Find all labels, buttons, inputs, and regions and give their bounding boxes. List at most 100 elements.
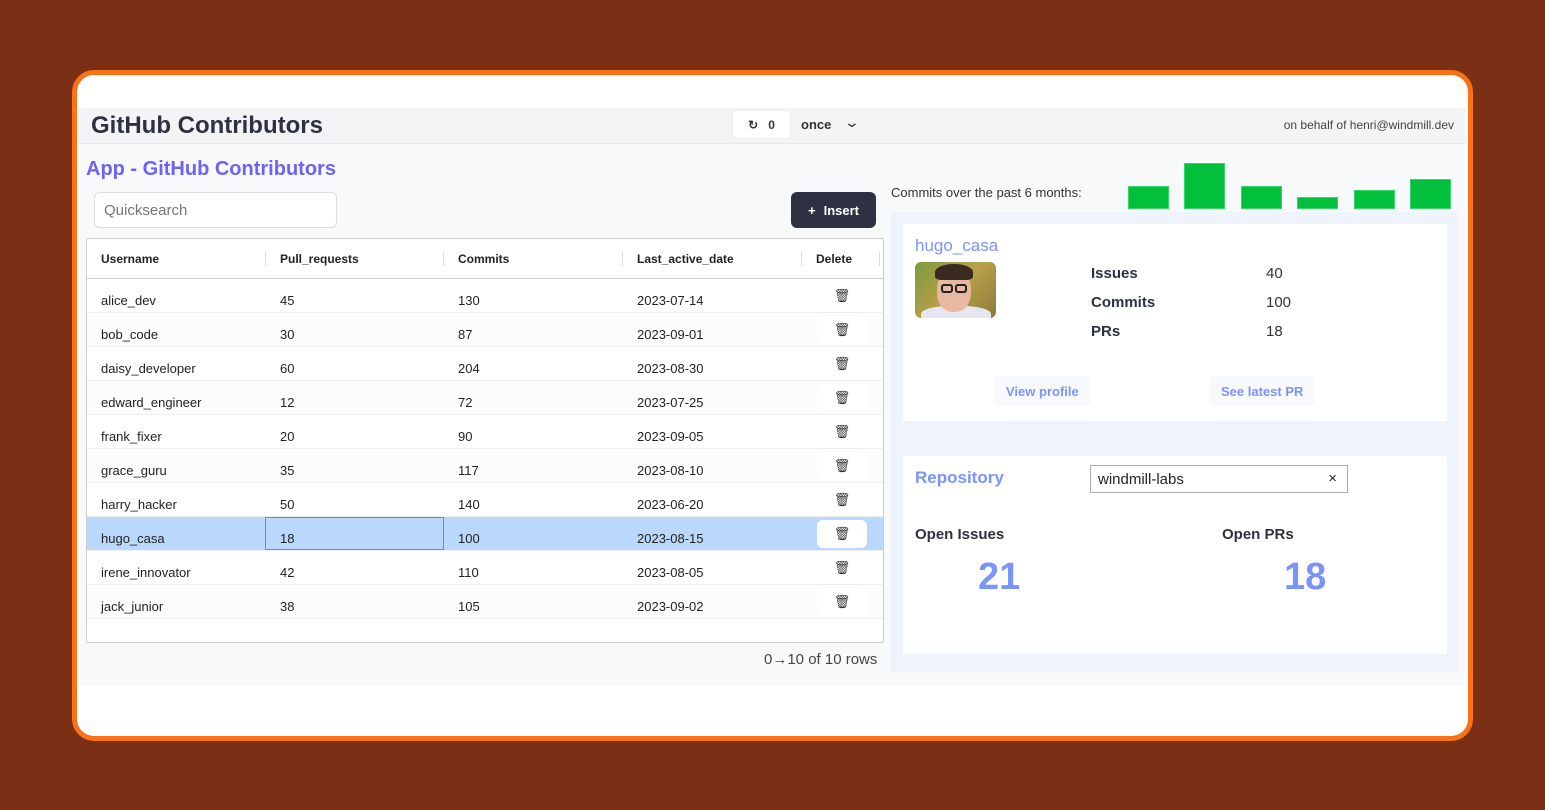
open-prs-label: Open PRs <box>1222 526 1294 543</box>
trash-icon: 🗑 <box>833 390 851 405</box>
table-row[interactable]: irene_innovator 42 110 2023-08-05 🗑 <box>87 551 883 585</box>
table-row[interactable]: frank_fixer 20 90 2023-09-05 🗑 <box>87 415 883 449</box>
delete-button[interactable]: 🗑 <box>817 418 867 446</box>
pagination-info: 0→10 of 10 rows <box>764 651 878 668</box>
table-header: Username Pull_requests Commits Last_active_… <box>87 239 883 279</box>
refresh-icon: ↻ <box>748 117 759 132</box>
insert-button[interactable]: + Insert <box>791 192 876 228</box>
commits-bar <box>1184 163 1226 209</box>
trash-icon: 🗑 <box>833 492 851 507</box>
cell-last_active_date[interactable]: 2023-09-02 <box>637 599 704 614</box>
cell-username[interactable]: daisy_developer <box>101 361 196 376</box>
cell-pull_requests[interactable]: 18 <box>280 531 295 546</box>
delete-button[interactable]: 🗑 <box>817 588 867 616</box>
cell-username[interactable]: irene_innovator <box>101 565 191 580</box>
column-header-username[interactable]: Username <box>101 252 160 266</box>
cell-last_active_date[interactable]: 2023-07-25 <box>637 395 704 410</box>
cell-pull_requests[interactable]: 42 <box>280 565 295 580</box>
delete-button[interactable]: 🗑 <box>817 384 867 412</box>
cell-commits[interactable]: 204 <box>458 361 480 376</box>
cell-last_active_date[interactable]: 2023-06-20 <box>637 497 704 512</box>
avatar <box>915 262 996 318</box>
view-profile-button[interactable]: View profile <box>994 376 1091 406</box>
cell-commits[interactable]: 72 <box>458 395 473 410</box>
insert-label: Insert <box>823 202 859 218</box>
plus-icon: + <box>808 202 816 218</box>
cell-pull_requests[interactable]: 38 <box>280 599 295 614</box>
cell-commits[interactable]: 100 <box>458 531 480 546</box>
delete-button[interactable]: 🗑 <box>817 554 867 582</box>
column-header-pull_requests[interactable]: Pull_requests <box>280 252 359 266</box>
cell-commits[interactable]: 117 <box>458 463 479 478</box>
column-separator[interactable] <box>265 252 266 266</box>
column-header-delete[interactable]: Delete <box>816 252 853 266</box>
cell-pull_requests[interactable]: 50 <box>280 497 295 512</box>
user-card: hugo_casa Issues 40 Commits 100 PRs 18 V… <box>903 224 1447 421</box>
cell-last_active_date[interactable]: 2023-09-05 <box>637 429 704 444</box>
cell-commits[interactable]: 105 <box>458 599 480 614</box>
delete-button[interactable]: 🗑 <box>817 486 867 514</box>
delete-button[interactable]: 🗑 <box>817 350 867 378</box>
repository-input[interactable]: windmill-labs × <box>1090 465 1348 493</box>
trash-icon: 🗑 <box>833 458 851 473</box>
table-row[interactable]: jack_junior 38 105 2023-09-02 🗑 <box>87 585 883 619</box>
page-title: App - GitHub Contributors <box>86 158 336 180</box>
delete-button[interactable]: 🗑 <box>817 520 867 548</box>
table-row[interactable]: edward_engineer 12 72 2023-07-25 🗑 <box>87 381 883 415</box>
table-row[interactable]: grace_guru 35 117 2023-08-10 🗑 <box>87 449 883 483</box>
cell-username[interactable]: jack_junior <box>101 599 164 614</box>
cell-commits[interactable]: 110 <box>458 565 479 580</box>
column-separator[interactable] <box>879 252 880 266</box>
cell-username[interactable]: bob_code <box>101 327 159 342</box>
cell-last_active_date[interactable]: 2023-08-10 <box>637 463 704 478</box>
table-row[interactable]: daisy_developer 60 204 2023-08-30 🗑 <box>87 347 883 381</box>
cell-commits[interactable]: 130 <box>458 293 480 308</box>
cell-commits[interactable]: 140 <box>458 497 480 512</box>
trash-icon: 🗑 <box>833 288 851 303</box>
cell-pull_requests[interactable]: 60 <box>280 361 295 376</box>
cell-last_active_date[interactable]: 2023-08-05 <box>637 565 704 580</box>
commits-bar <box>1128 186 1169 209</box>
cell-username[interactable]: grace_guru <box>101 463 167 478</box>
delete-button[interactable]: 🗑 <box>817 452 867 480</box>
repository-label: Repository <box>915 468 1004 487</box>
refresh-mode-select[interactable]: once <box>801 117 832 132</box>
table-row[interactable]: hugo_casa 18 100 2023-08-15 🗑 <box>87 517 883 551</box>
clear-icon[interactable]: × <box>1328 470 1337 487</box>
cell-commits[interactable]: 90 <box>458 429 473 444</box>
cell-pull_requests[interactable]: 30 <box>280 327 295 342</box>
cell-pull_requests[interactable]: 20 <box>280 429 295 444</box>
cell-username[interactable]: frank_fixer <box>101 429 162 444</box>
open-issues-label: Open Issues <box>915 526 1005 543</box>
cell-pull_requests[interactable]: 45 <box>280 293 295 308</box>
search-input[interactable] <box>94 192 337 228</box>
cell-pull_requests[interactable]: 12 <box>280 395 295 410</box>
cell-username[interactable]: hugo_casa <box>101 531 165 546</box>
right-panel: hugo_casa Issues 40 Commits 100 PRs 18 V… <box>891 212 1458 672</box>
table-row[interactable]: bob_code 30 87 2023-09-01 🗑 <box>87 313 883 347</box>
cell-last_active_date[interactable]: 2023-08-15 <box>637 531 704 546</box>
refresh-button[interactable]: ↻ 0 <box>732 110 791 139</box>
column-separator[interactable] <box>443 252 444 266</box>
table-row[interactable]: harry_hacker 50 140 2023-06-20 🗑 <box>87 483 883 517</box>
cell-last_active_date[interactable]: 2023-09-01 <box>637 327 704 342</box>
cell-last_active_date[interactable]: 2023-08-30 <box>637 361 704 376</box>
column-header-commits[interactable]: Commits <box>458 252 510 266</box>
cell-last_active_date[interactable]: 2023-07-14 <box>637 293 704 308</box>
delete-button[interactable]: 🗑 <box>817 316 867 344</box>
cell-username[interactable]: alice_dev <box>101 293 156 308</box>
chevron-down-icon[interactable]: ⌄ <box>843 114 861 130</box>
cell-username[interactable]: harry_hacker <box>101 497 177 512</box>
column-header-last_active_date[interactable]: Last_active_date <box>637 252 734 266</box>
column-separator[interactable] <box>622 252 623 266</box>
see-latest-pr-button[interactable]: See latest PR <box>1209 376 1316 406</box>
selected-cell[interactable] <box>265 517 444 550</box>
cell-pull_requests[interactable]: 35 <box>280 463 295 478</box>
repo-card: Repository windmill-labs × Open Issues 21… <box>903 456 1447 654</box>
prs-value: 18 <box>1266 323 1283 340</box>
cell-commits[interactable]: 87 <box>458 327 473 342</box>
table-row[interactable]: alice_dev 45 130 2023-07-14 🗑 <box>87 279 883 313</box>
cell-username[interactable]: edward_engineer <box>101 395 202 410</box>
delete-button[interactable]: 🗑 <box>817 282 867 310</box>
column-separator[interactable] <box>801 252 802 266</box>
